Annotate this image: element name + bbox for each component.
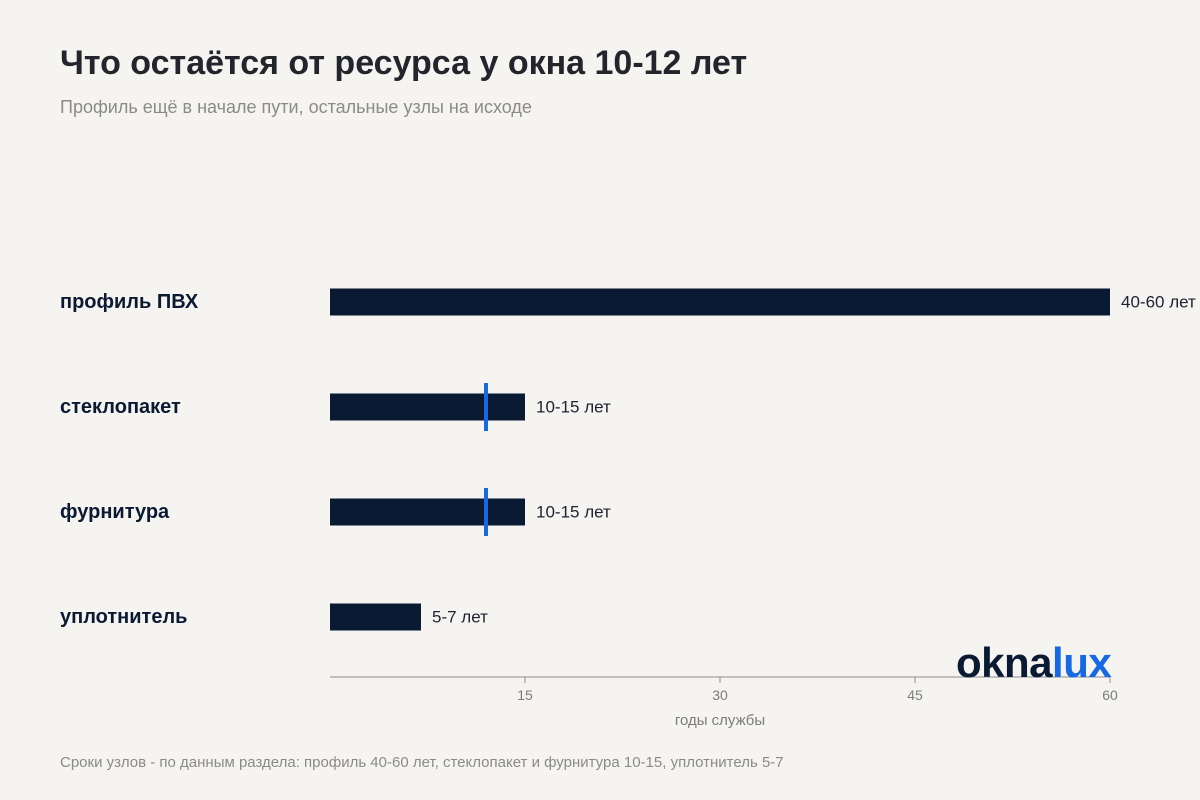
bar xyxy=(330,603,421,631)
x-tick-label: 45 xyxy=(907,687,923,703)
value-label: 5-7 лет xyxy=(432,608,488,627)
source-footnote: Сроки узлов - по данным раздела: профиль… xyxy=(60,754,784,771)
category-label: уплотнитель xyxy=(60,606,187,628)
category-label: стеклопакет xyxy=(60,396,181,418)
logo-part-okna: okna xyxy=(956,639,1053,686)
category-label: фурнитура xyxy=(60,501,170,523)
logo-part-lux: lux xyxy=(1052,639,1112,686)
chart-subtitle: Профиль ещё в начале пути, остальные узл… xyxy=(60,97,532,117)
x-axis-title: годы службы xyxy=(675,712,765,729)
x-tick-label: 60 xyxy=(1102,687,1118,703)
chart-title: Что остаётся от ресурса у окна 10-12 лет xyxy=(60,44,748,82)
x-tick-label: 15 xyxy=(517,687,533,703)
bar xyxy=(330,288,1110,316)
value-label: 10-15 лет xyxy=(536,398,611,417)
value-label: 10-15 лет xyxy=(536,503,611,522)
value-label: 40-60 лет xyxy=(1121,293,1196,312)
x-tick-label: 30 xyxy=(712,687,728,703)
category-label: профиль ПВХ xyxy=(60,291,199,313)
bar xyxy=(330,498,525,526)
bar xyxy=(330,393,525,421)
oknalux-logo: oknalux xyxy=(956,639,1112,686)
